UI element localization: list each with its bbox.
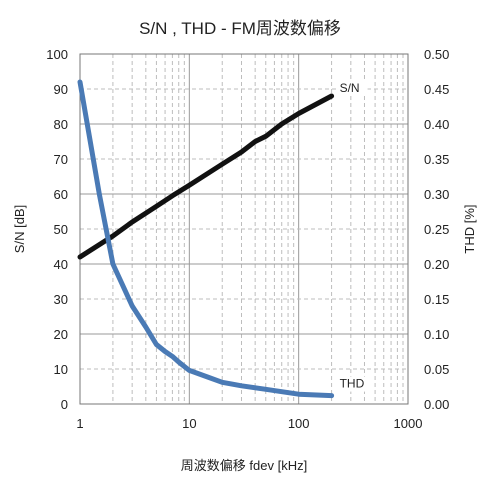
x-axis-label: 周波数偏移 fdev [kHz] (181, 458, 307, 473)
tick-labels: 1 10 100 1000 0 10 20 30 40 50 60 70 80 90 100 0.00 0.05… (46, 47, 449, 431)
y-right-tick-label: 0.50 (424, 47, 449, 62)
y-right-tick-label: 0.00 (424, 397, 449, 412)
y-right-tick-label: 0.15 (424, 292, 449, 307)
x-tick-label: 1 (76, 416, 83, 431)
y-right-tick-label: 0.10 (424, 327, 449, 342)
y-right-tick-label: 0.40 (424, 117, 449, 132)
y-right-tick-label: 0.45 (424, 82, 449, 97)
y-left-tick-label: 60 (54, 187, 68, 202)
series-group (77, 79, 335, 399)
series-line-s-n (77, 93, 335, 260)
y-axis-right-label: THD [%] (462, 204, 477, 253)
y-right-tick-label: 0.35 (424, 152, 449, 167)
x-tick-label: 100 (288, 416, 310, 431)
y-right-tick-label: 0.30 (424, 187, 449, 202)
x-tick-label: 10 (182, 416, 196, 431)
series-label: S/N (340, 81, 360, 95)
y-right-tick-label: 0.05 (424, 362, 449, 377)
chart-title: S/N , THD - FM周波数偏移 (139, 19, 341, 38)
grid (79, 53, 409, 405)
y-left-tick-label: 90 (54, 82, 68, 97)
series-label-bg (337, 376, 368, 392)
x-tick-label: 1000 (394, 416, 423, 431)
y-right-tick-label: 0.20 (424, 257, 449, 272)
y-left-tick-label: 30 (54, 292, 68, 307)
plot-area (79, 53, 409, 405)
series-line-thd (77, 79, 335, 399)
y-left-tick-label: 40 (54, 257, 68, 272)
y-left-tick-label: 80 (54, 117, 68, 132)
series-label: THD (340, 377, 365, 391)
y-axis-left-label: S/N [dB] (12, 205, 27, 253)
y-left-tick-label: 70 (54, 152, 68, 167)
y-left-tick-label: 50 (54, 222, 68, 237)
series-label-bg (337, 81, 368, 96)
y-right-tick-label: 0.25 (424, 222, 449, 237)
y-left-tick-label: 20 (54, 327, 68, 342)
y-left-tick-label: 100 (46, 47, 68, 62)
y-left-tick-label: 0 (61, 397, 68, 412)
y-left-tick-label: 10 (54, 362, 68, 377)
series-labels: S/N THD (337, 81, 368, 392)
